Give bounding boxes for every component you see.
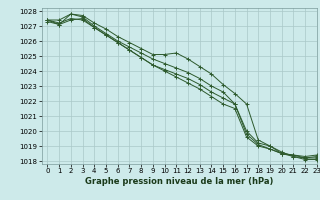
X-axis label: Graphe pression niveau de la mer (hPa): Graphe pression niveau de la mer (hPa) (85, 177, 273, 186)
